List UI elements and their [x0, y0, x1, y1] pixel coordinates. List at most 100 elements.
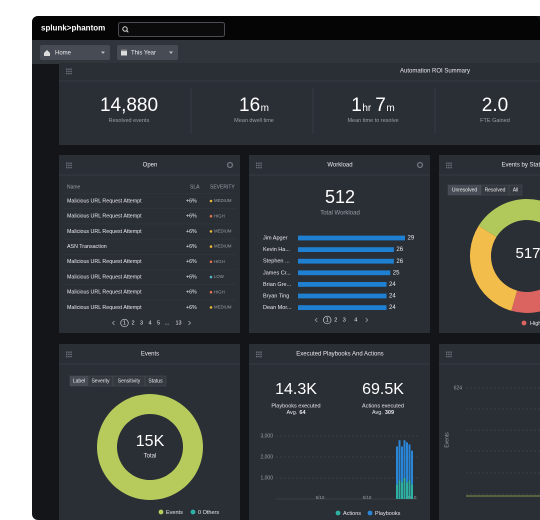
person-name: James Cr...: [263, 270, 291, 276]
tab-label[interactable]: Sensitivity: [118, 378, 141, 384]
drag-handle: [70, 162, 72, 164]
person-name: Brian Gre...: [263, 282, 292, 288]
metric-number: 16: [239, 95, 260, 116]
tab-label[interactable]: Status: [148, 378, 163, 384]
drag-handle: [258, 355, 260, 358]
tab-label[interactable]: Unresolved: [452, 187, 478, 193]
metric-number: 1: [351, 95, 362, 116]
pager-page[interactable]: 5: [157, 320, 160, 326]
bar-value: 24: [389, 305, 396, 311]
drag-handle: [446, 353, 448, 356]
drag-handle: [450, 166, 452, 169]
drag-handle: [450, 353, 452, 356]
panel: [439, 344, 540, 520]
dropdown: [117, 45, 178, 60]
pager-page[interactable]: 3: [343, 317, 346, 323]
workload-bar: [298, 305, 387, 310]
bar-segment: [396, 484, 398, 499]
row-name[interactable]: Malicious URL Request Attempt: [67, 290, 142, 296]
drag-handle: [256, 355, 258, 358]
row-name[interactable]: Malicious URL Request Attempt: [67, 259, 142, 265]
row-name[interactable]: Malicious URL Request Attempt: [67, 214, 142, 220]
stat-value: 14.3K: [275, 381, 317, 398]
pager-page[interactable]: ...: [165, 320, 170, 326]
workload-bar: [298, 270, 391, 276]
tab[interactable]: [508, 184, 523, 196]
pager-page[interactable]: 4: [148, 320, 151, 326]
drag-handle: [68, 68, 70, 70]
pager-page[interactable]: 3: [140, 320, 143, 326]
pager-page[interactable]: 2: [334, 317, 337, 323]
bar-segment: [398, 480, 401, 499]
drag-handle: [256, 351, 258, 353]
drag-handle: [260, 355, 262, 358]
metric-unit: hr: [362, 103, 372, 114]
drag-handle: [70, 166, 72, 169]
search-icon: [122, 26, 128, 32]
caret: [101, 51, 105, 54]
dropdown-label: This Year: [131, 50, 156, 56]
bar-value: 24: [389, 294, 396, 300]
drag-handle: [256, 164, 258, 167]
bar-segment: [411, 484, 413, 499]
search-icon: [126, 30, 129, 33]
panel-title: Open: [143, 163, 158, 169]
workload-bar: [298, 282, 387, 287]
row-name[interactable]: Malicious URL Request Attempt: [67, 198, 142, 204]
bar-value: 25: [393, 270, 400, 276]
tab-label[interactable]: Resolved: [485, 187, 506, 193]
drag-handle: [66, 72, 68, 75]
pager-page[interactable]: 13: [175, 320, 181, 326]
workload-bar: [298, 235, 405, 241]
severity-dot: [209, 260, 213, 264]
donut-total: 517: [515, 245, 540, 262]
drag-handle: [448, 166, 450, 169]
row-name[interactable]: Malicious URL Request Attempt: [67, 229, 142, 235]
tab[interactable]: [144, 375, 167, 387]
row-name[interactable]: ASN Transaction: [67, 244, 107, 250]
row-name[interactable]: Malicious URL Request Attempt: [67, 305, 142, 311]
pager-page[interactable]: 4: [354, 317, 357, 323]
pager-page[interactable]: 1: [123, 320, 126, 326]
drag-handle: [256, 162, 258, 164]
drag-handle: [448, 162, 450, 164]
settings-icon: [416, 161, 424, 169]
drag-handle: [70, 351, 72, 353]
metric-label: Mean dwell time: [234, 118, 274, 124]
drag-handle: [66, 68, 68, 70]
panel-title: Executed Playbooks And Actions: [296, 352, 383, 358]
pager-page[interactable]: 1: [326, 317, 329, 323]
pager-current: [323, 315, 332, 325]
drag-handle: [70, 164, 72, 167]
tab-label[interactable]: Label: [73, 378, 85, 384]
bar-segment: [406, 482, 408, 499]
row-sla: +6%: [186, 305, 197, 311]
pager-page[interactable]: 2: [131, 320, 134, 326]
drag-handle: [258, 162, 260, 164]
panel: [59, 63, 540, 145]
metric-value: 16m: [239, 95, 269, 116]
legend-label: Playbooks: [375, 511, 401, 517]
bar-segment: [406, 442, 408, 483]
legend-swatch: [521, 320, 527, 326]
y-tick-label: 624: [454, 385, 463, 391]
legend-swatch: [335, 510, 341, 516]
drag-handle: [256, 353, 258, 356]
donut-total-label: Total: [144, 454, 157, 460]
panel: [59, 155, 240, 333]
drag-handle: [68, 353, 70, 356]
bar-value: 29: [408, 236, 415, 242]
donut-total: 15K: [136, 433, 165, 450]
row-severity: MEDIUM: [214, 229, 232, 234]
drag-handle: [66, 162, 68, 164]
drag-handle: [448, 353, 450, 356]
tab-label[interactable]: Severity: [91, 378, 110, 384]
drag-handle: [66, 355, 68, 358]
drag-handle: [260, 162, 262, 164]
row-name[interactable]: Malicious URL Request Attempt: [67, 274, 142, 280]
tab-label[interactable]: All: [513, 187, 519, 193]
legend-label: Actions: [343, 511, 361, 517]
pager-next: [188, 320, 192, 326]
